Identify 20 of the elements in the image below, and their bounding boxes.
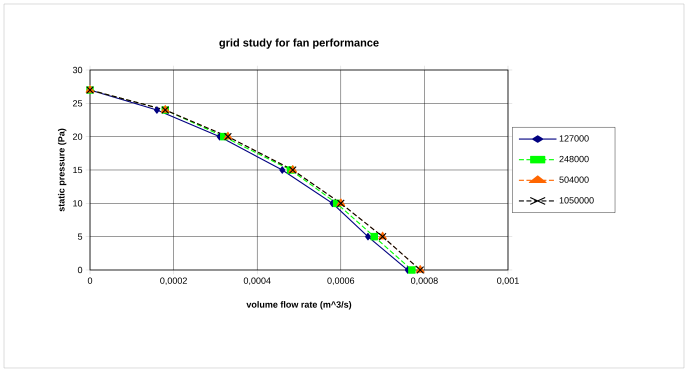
x-tick-label: 0,0002: [160, 277, 187, 285]
y-tick-label: 15: [73, 166, 82, 174]
y-tick-label: 5: [78, 234, 82, 240]
x-axis-title: volume flow rate (m^3/s): [246, 301, 352, 310]
x-tick-label: 0: [88, 277, 92, 284]
legend-label: 1050000: [560, 197, 594, 204]
y-tick-label: 20: [72, 133, 82, 140]
x-tick-label: 0,0004: [244, 277, 271, 285]
legend-label: 504000: [559, 176, 589, 183]
x-tick-label: 0,0008: [410, 277, 438, 285]
x-tick-label: 0,0006: [327, 277, 354, 285]
x-tick-label: 0,001: [497, 277, 519, 285]
y-axis-title: static pressure (Pa): [58, 128, 66, 212]
legend-label: 248000: [559, 156, 589, 162]
legend-label: 127000: [560, 135, 589, 142]
y-tick-label: 25: [72, 100, 82, 107]
y-tick-label: 30: [72, 66, 82, 74]
y-tick-label: 0: [78, 266, 82, 274]
y-tick-label: 10: [73, 200, 82, 207]
chart-title: grid study for fan performance: [219, 38, 379, 49]
